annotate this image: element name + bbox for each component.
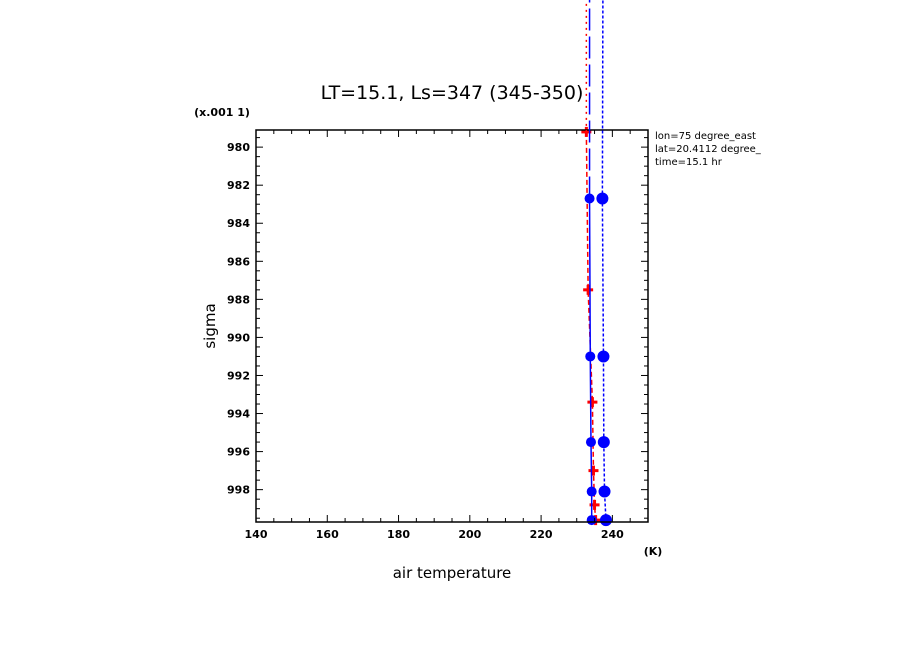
info-block: lon=75 degree_east lat=20.4112 degree_ t…	[655, 131, 762, 168]
data-point-marker	[598, 485, 611, 498]
axes: 140 160 180 200 220 240 980 982 984 986 988 990 992 9…	[227, 129, 649, 541]
series-overflow-2	[601, 0, 604, 199]
data-point-marker	[586, 486, 597, 497]
data-point-marker	[586, 515, 597, 526]
y-tick-label: 984	[227, 217, 250, 230]
data-point-marker	[588, 465, 599, 476]
x-tick-label: 220	[530, 528, 553, 541]
y-tick-label: 988	[227, 293, 250, 306]
info-line-lon: lon=75 degree_east	[655, 131, 756, 142]
data-point-marker	[583, 284, 594, 295]
x-tick-label: 140	[245, 528, 268, 541]
series-line-2	[601, 198, 607, 521]
chart-title: LT=15.1, Ls=347 (345-350)	[321, 82, 584, 104]
info-line-lat: lat=20.4112 degree_	[655, 144, 762, 155]
y-tick-label: 994	[227, 408, 250, 421]
x-tick-label: 160	[316, 528, 339, 541]
x-axis-label: air temperature	[393, 564, 512, 582]
y-tick-label: 986	[227, 255, 250, 268]
info-line-time: time=15.1 hr	[655, 157, 723, 168]
overflow-lines	[585, 0, 604, 199]
data-point-marker	[585, 351, 596, 362]
y-tick-label: 998	[227, 484, 250, 497]
data-point-marker	[599, 514, 612, 527]
y-tick-label: 990	[227, 331, 250, 344]
x-tick-label: 240	[601, 528, 624, 541]
y-tick-label: 996	[227, 446, 250, 459]
x-tick-label: 180	[387, 528, 410, 541]
y-tick-label: 992	[227, 369, 250, 382]
data-point-marker	[585, 437, 596, 448]
data-point-marker	[597, 436, 610, 449]
y-unit-label: (x.001 1)	[194, 106, 250, 119]
y-tick-label: 980	[227, 141, 250, 154]
y-tick-label: 982	[227, 179, 250, 192]
data-point-marker	[597, 350, 610, 363]
data-point-marker	[587, 397, 598, 408]
x-tick-label: 200	[458, 528, 481, 541]
x-unit-label: (K)	[644, 545, 663, 558]
y-axis-label: sigma	[201, 303, 219, 348]
series-line-0	[585, 131, 597, 521]
series-layer	[581, 126, 612, 527]
